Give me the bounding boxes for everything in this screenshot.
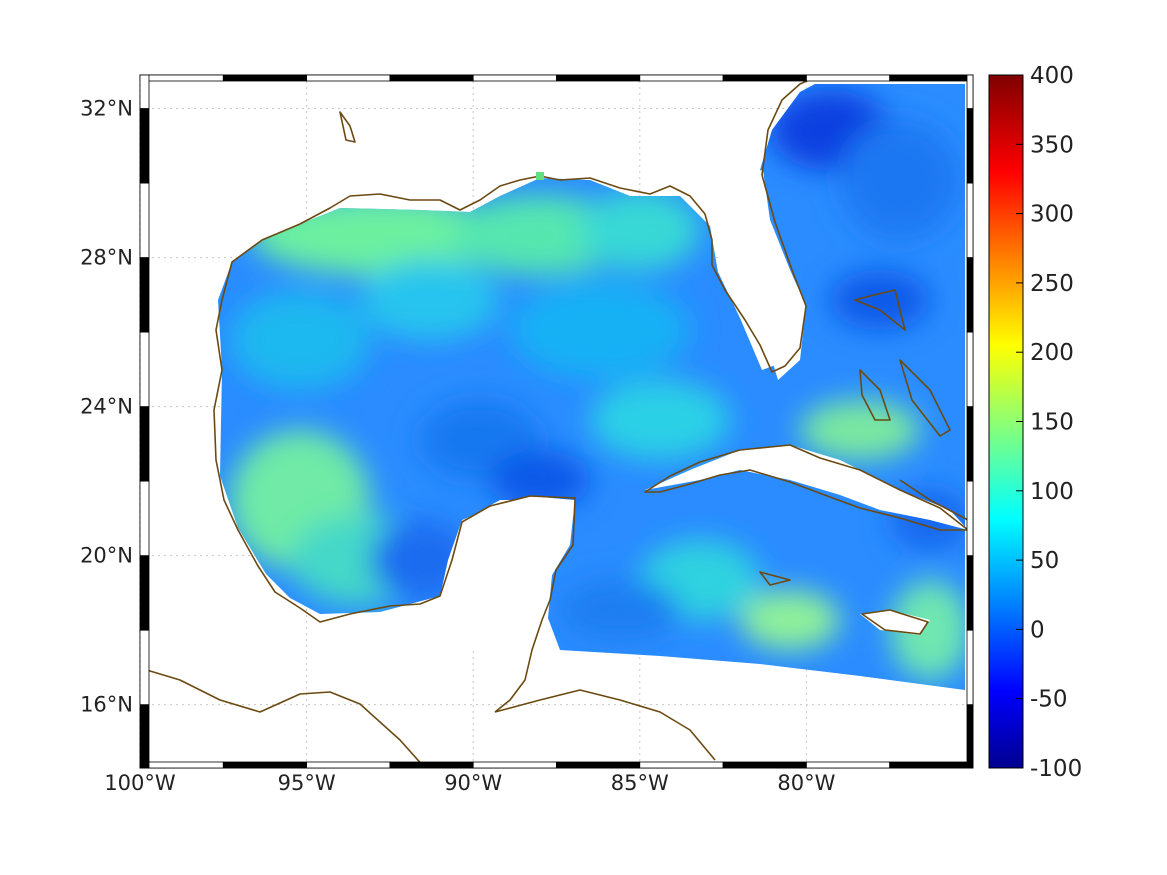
latitude-tick-label: 16°N: [80, 693, 133, 717]
frame-segment-left: [139, 331, 150, 407]
frame-segment-bottom: [472, 761, 557, 769]
field-pixel: [536, 172, 544, 180]
frame-segment-top: [222, 74, 308, 82]
frame-segment-top: [306, 74, 391, 82]
colorbar-tick-label: 100: [1030, 479, 1074, 505]
frame-segment-right: [966, 555, 974, 631]
longitude-tick-label: 95°W: [278, 771, 336, 795]
latitude-tick-label: 24°N: [80, 395, 133, 419]
frame-segment-bottom: [722, 761, 807, 769]
frame-segment-top: [806, 74, 891, 82]
latitude-labels: 32°N 28°N 24°N 20°N 16°N: [80, 97, 133, 717]
frame-segment-bottom: [556, 761, 641, 769]
frame-segment-left: [139, 406, 150, 482]
map-frame: [139, 74, 974, 769]
longitude-tick-label: 80°W: [777, 771, 835, 795]
frame-segment-right: [966, 480, 974, 557]
longitude-tick-label: 85°W: [611, 771, 669, 795]
longitude-labels: 100°W 95°W 90°W 85°W 80°W: [104, 771, 835, 795]
frame-segment-right: [966, 108, 974, 184]
frame-segment-bottom: [389, 761, 474, 769]
colorbar-tick-label: 300: [1030, 202, 1074, 228]
frame-segment-top: [639, 74, 724, 82]
frame-segment-left: [139, 555, 150, 631]
colorbar-tick-label: 250: [1030, 271, 1074, 297]
colorbar-tick-label: 50: [1030, 548, 1059, 574]
frame-segment-bottom: [222, 761, 308, 769]
field-layer: [218, 84, 965, 690]
longitude-tick-label: 100°W: [104, 771, 176, 795]
frame-segment-top: [556, 74, 641, 82]
frame-segment-left: [139, 704, 150, 769]
latitude-tick-label: 20°N: [80, 544, 133, 568]
coastlines: [139, 75, 969, 769]
frame-segment-top: [389, 74, 474, 82]
colorbar-tick-label: -100: [1030, 756, 1082, 782]
longitude-tick-label: 90°W: [444, 771, 502, 795]
frame-segment-bottom: [806, 761, 891, 769]
frame-segment-right: [966, 629, 974, 706]
frame-segment-left: [139, 182, 150, 258]
latitude-tick-label: 28°N: [80, 246, 133, 270]
frame-segment-top: [722, 74, 807, 82]
frame-segment-right: [966, 74, 974, 109]
frame-segment-bottom: [639, 761, 724, 769]
colorbar-tick-label: 350: [1030, 132, 1074, 158]
frame-segment-left: [139, 74, 150, 109]
colorbar-tick-label: 0: [1030, 617, 1045, 643]
latitude-tick-label: 32°N: [80, 97, 133, 121]
frame-segment-bottom: [889, 761, 974, 769]
frame-segment-left: [139, 108, 150, 184]
frame-segment-top: [889, 74, 974, 82]
colorbar-tick-label: 400: [1030, 63, 1074, 89]
frame-segment-top: [472, 74, 557, 82]
frame-segment-bottom: [139, 761, 224, 769]
land-masks: [440, 170, 968, 650]
frame-segment-left: [139, 257, 150, 333]
colorbar-tick-label: -50: [1030, 687, 1068, 713]
colorbar-tick-label: 150: [1030, 410, 1074, 436]
frame-segment-left: [139, 480, 150, 557]
frame-segment-bottom: [306, 761, 391, 769]
frame-segment-right: [966, 182, 974, 258]
frame-segment-left: [139, 629, 150, 706]
colorbar-tick-label: 200: [1030, 340, 1074, 366]
frame-segment-right: [966, 406, 974, 482]
frame-segment-right: [966, 257, 974, 333]
frame-segment-right: [966, 331, 974, 407]
frame-segment-top: [139, 74, 224, 82]
frame-segment-right: [966, 704, 974, 769]
colorbar-labels: 400 350 300 250 200 150 100 50 0 -50 -100: [1016, 63, 1082, 782]
